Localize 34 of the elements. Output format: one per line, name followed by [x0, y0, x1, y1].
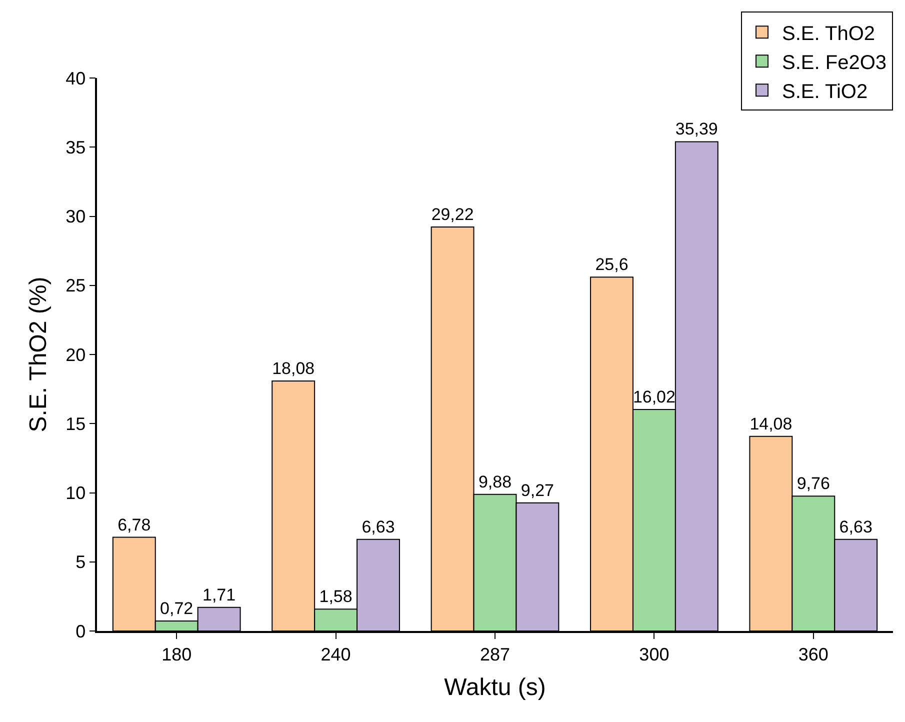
data-label: 9,76 [796, 474, 830, 494]
data-label: 6,78 [118, 515, 151, 534]
y-axis-title: S.E. ThO2 (%) [25, 276, 52, 432]
data-label: 1,71 [202, 585, 236, 604]
data-label: 14,08 [750, 414, 792, 434]
data-label: 29,22 [431, 205, 474, 224]
data-label: 6,63 [839, 517, 872, 536]
x-axis-title: Waktu (s) [444, 674, 546, 702]
y-tick-label: 35 [66, 137, 86, 158]
y-tick-label: 10 [66, 483, 86, 504]
x-tick-label: 240 [320, 644, 351, 664]
x-tick-label: 360 [798, 644, 828, 664]
legend-label: S.E. TiO2 [782, 80, 868, 103]
data-label: 6,63 [362, 517, 395, 536]
data-label: 25,6 [595, 255, 628, 274]
data-label: 16,02 [632, 388, 676, 407]
data-label: 1,58 [319, 587, 352, 606]
x-tick-label: 180 [162, 644, 192, 664]
y-tick-label: 5 [76, 552, 86, 572]
y-tick-label: 40 [66, 68, 86, 88]
data-label: 35,39 [675, 120, 718, 139]
y-tick-label: 20 [66, 344, 86, 365]
data-label: 18,08 [272, 359, 315, 378]
legend-label: S.E. Fe2O3 [782, 52, 886, 74]
y-tick-label: 25 [66, 276, 86, 296]
y-tick-label: 0 [76, 621, 86, 642]
y-tick-label: 15 [66, 414, 86, 434]
data-label: 0,72 [160, 599, 194, 618]
y-tick-label: 30 [66, 206, 86, 227]
data-label: 9,88 [478, 472, 512, 492]
x-tick-label: 300 [639, 644, 670, 664]
legend-label: S.E. ThO2 [782, 22, 876, 45]
data-label: 9,27 [520, 480, 554, 500]
x-tick-label: 287 [480, 644, 510, 664]
